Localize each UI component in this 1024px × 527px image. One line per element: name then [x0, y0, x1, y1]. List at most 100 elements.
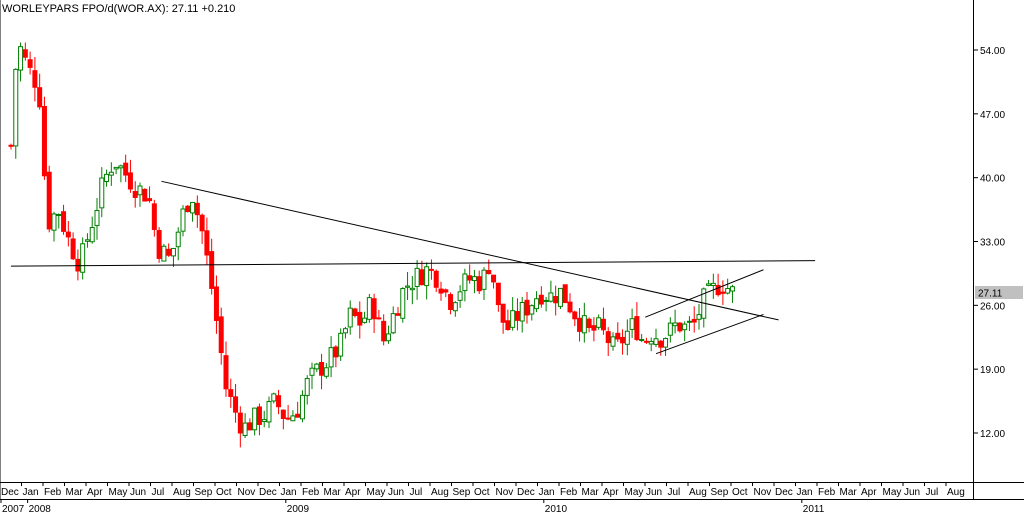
x-tick-label: Apr	[345, 487, 361, 498]
candle	[419, 260, 425, 286]
x-tick-label: Feb	[560, 487, 578, 498]
candle	[190, 201, 196, 222]
candle	[715, 273, 721, 297]
candle	[620, 329, 626, 355]
y-tick-label: 40.00	[980, 174, 1005, 185]
x-tick-label: Jan	[797, 487, 813, 498]
candle	[137, 182, 143, 207]
candle	[209, 238, 215, 295]
x-tick-label: Oct	[216, 487, 232, 498]
x-tick-label: Jun	[646, 487, 662, 498]
y-tick-label: 54.00	[980, 46, 1005, 57]
candle	[99, 167, 105, 218]
candle	[572, 310, 578, 326]
x-tick-label: Apr	[603, 487, 619, 498]
candle	[486, 259, 492, 275]
candle	[51, 211, 57, 242]
x-tick-label: Aug	[689, 487, 707, 498]
candle	[175, 227, 181, 261]
candle	[643, 337, 649, 345]
candle	[357, 301, 363, 339]
candle	[586, 317, 592, 333]
candle	[65, 221, 71, 247]
x-tick-label: Oct	[474, 487, 490, 498]
x-tick-label: May	[625, 487, 644, 498]
candle	[84, 233, 90, 248]
candle	[70, 232, 76, 261]
trendline-horizontal-support	[10, 260, 816, 267]
x-tick-label: Jan	[23, 487, 39, 498]
candle	[113, 166, 119, 175]
candle	[276, 389, 282, 415]
candle	[328, 336, 334, 378]
candle	[147, 186, 153, 203]
x-tick-label: Dec	[517, 487, 535, 498]
trendline-channel-lower	[655, 313, 764, 355]
candle	[266, 396, 272, 429]
candle	[639, 333, 645, 343]
candle	[414, 260, 420, 300]
candle	[22, 42, 28, 61]
trendline-descending-resistance	[161, 180, 779, 321]
candles	[8, 42, 735, 448]
candle	[256, 403, 262, 436]
candle	[252, 407, 258, 436]
candle	[319, 353, 325, 390]
candle	[562, 284, 568, 304]
candle	[457, 285, 463, 308]
y-axis: 54.00 47.00 40.00 33.00 26.00 19.00 12.00	[973, 46, 1005, 440]
x-tick-label: Mar	[324, 487, 342, 498]
year-label: 2008	[29, 504, 52, 515]
candle	[299, 390, 305, 423]
x-tick-label: Sep	[711, 487, 729, 498]
candle	[132, 181, 138, 208]
candle	[729, 284, 735, 303]
candle	[127, 159, 133, 193]
x-tick-label: Jul	[926, 487, 939, 498]
candle	[123, 154, 129, 182]
x-tick-label: Nov	[496, 487, 514, 498]
candle	[151, 199, 157, 237]
last-price-tag-box	[975, 286, 1023, 299]
candle	[557, 287, 563, 310]
candle	[495, 282, 501, 312]
year-label: 2010	[545, 504, 568, 515]
y-tick-label: 47.00	[980, 110, 1005, 121]
x-tick-label: Jun	[388, 487, 404, 498]
candle	[41, 96, 47, 180]
candle	[686, 316, 692, 332]
candle	[433, 269, 439, 293]
candle	[395, 307, 401, 316]
candle	[720, 280, 726, 306]
x-tick-label: Apr	[861, 487, 877, 498]
candle	[180, 205, 186, 237]
candle	[725, 278, 731, 295]
x-tick-label: Dec	[1, 487, 19, 498]
candle	[538, 286, 544, 308]
candle	[409, 276, 415, 305]
x-tick-label: Feb	[302, 487, 320, 498]
candle	[295, 401, 301, 418]
candle	[342, 326, 348, 339]
candle	[672, 309, 678, 334]
candle	[648, 337, 654, 352]
candle	[18, 42, 24, 82]
x-tick-label: Sep	[453, 487, 471, 498]
x-tick-label: Mar	[582, 487, 600, 498]
candle	[405, 272, 411, 301]
y-tick-label: 33.00	[980, 238, 1005, 249]
candle	[534, 291, 540, 313]
candle	[156, 227, 162, 263]
candle	[56, 213, 62, 229]
candle	[37, 73, 43, 110]
candle	[142, 188, 148, 202]
x-tick-label: Mar	[66, 487, 84, 498]
candle	[166, 243, 172, 257]
candle	[438, 281, 444, 301]
candle	[682, 321, 688, 342]
candle	[596, 314, 602, 330]
candle	[706, 280, 712, 287]
candle	[371, 293, 377, 333]
candle	[347, 300, 353, 335]
